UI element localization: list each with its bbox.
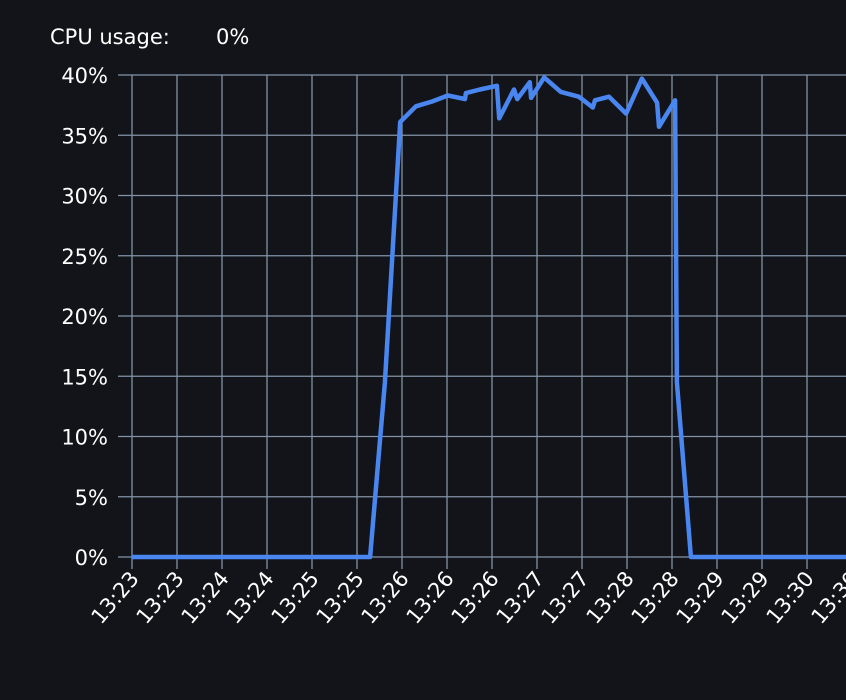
x-tick-label: 13:23 — [132, 567, 189, 629]
line — [132, 75, 846, 560]
x-tick-label: 13:24 — [222, 567, 279, 629]
y-tick-label: 20% — [61, 305, 108, 329]
y-tick-label: 0% — [75, 546, 108, 570]
y-tick-label: 40% — [61, 64, 108, 88]
x-tick-label: 13:28 — [627, 567, 684, 629]
x-tick-label: 13:26 — [402, 567, 459, 629]
x-tick-label: 13:25 — [267, 567, 324, 629]
current-value: 0% — [216, 25, 249, 49]
chart-title: CPU usage: — [50, 25, 170, 49]
x-tick-label: 13:26 — [447, 567, 504, 629]
y-tick-label: 10% — [61, 426, 108, 450]
x-tick-label: 13:26 — [357, 567, 414, 629]
x-tick-label: 13:27 — [537, 567, 594, 629]
y-tick-label: 5% — [75, 486, 108, 510]
x-tick-label: 13:30 — [762, 567, 819, 629]
y-tick-label: 25% — [61, 245, 108, 269]
x-tick-label: 13:24 — [177, 567, 234, 629]
y-tick-label: 35% — [61, 124, 108, 148]
x-tick-label: 13:25 — [312, 567, 369, 629]
x-tick-label: 13:30 — [807, 567, 846, 629]
x-tick-label: 13:23 — [87, 567, 144, 629]
y-tick-label: 15% — [61, 365, 108, 389]
y-tick-label: 30% — [61, 185, 108, 209]
x-tick-label: 13:28 — [582, 567, 639, 629]
x-tick-label: 13:29 — [672, 567, 729, 629]
x-tick-label: 13:27 — [492, 567, 549, 629]
x-tick-label: 13:29 — [717, 567, 774, 629]
